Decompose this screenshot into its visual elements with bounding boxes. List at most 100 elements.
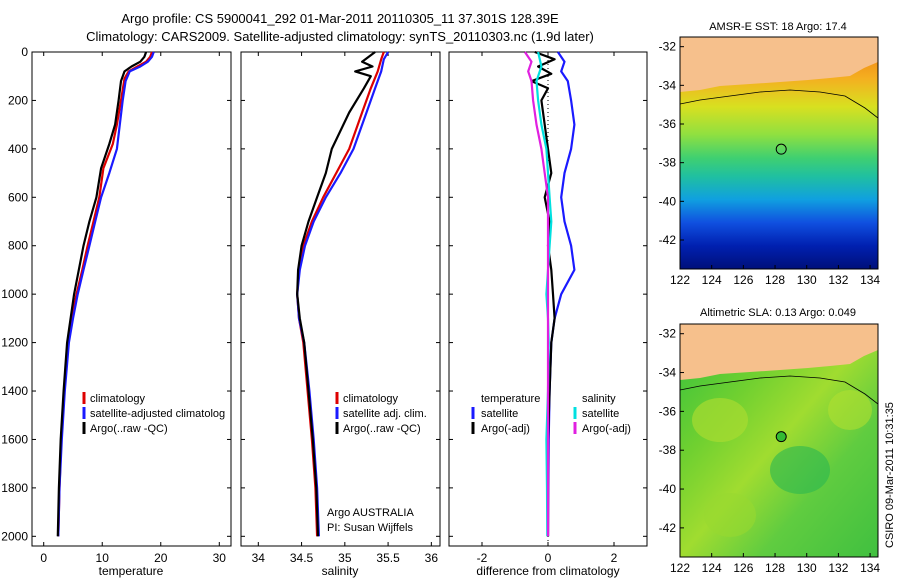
x-tick-label: 10: [96, 551, 110, 565]
map-y-tick-label: -38: [659, 443, 677, 457]
map-y-tick-label: -40: [659, 194, 677, 208]
temperature-xlabel: temperature: [99, 564, 164, 578]
map-x-tick-label: 132: [828, 561, 848, 575]
y-tick-label: 200: [8, 93, 28, 107]
map-x-tick-label: 132: [828, 273, 848, 287]
temperature-y-ticks: 0 200 400 600 800 1000 1200 1400 1600 1800 2000: [1, 45, 231, 543]
sla-isobath: [680, 375, 878, 405]
salinity-axes: [240, 51, 441, 547]
sst-argo-marker: [775, 143, 787, 155]
sla-y-ticks: -32 -34 -36 -38 -40 -42: [659, 327, 684, 535]
x-tick-label: 34: [252, 551, 266, 565]
y-tick-label: 1400: [1, 384, 28, 398]
float-owner: Argo AUSTRALIA: [327, 507, 414, 519]
x-tick-label: 2: [611, 551, 618, 565]
series-line: [56, 51, 148, 537]
series-line: [296, 51, 376, 537]
map-y-tick-label: -40: [659, 482, 677, 496]
difference-panel: -2 0 2 difference from climatology tempera…: [448, 50, 648, 578]
sal-legend-label-satellite: satellite adj. clim.: [343, 408, 427, 420]
map-x-tick-label: 124: [702, 561, 722, 575]
sst-land: [680, 37, 878, 92]
temperature-legend: climatology satellite-adjusted climatolo…: [82, 392, 225, 435]
difference-legend-salinity: salinity satellite Argo(-adj): [573, 393, 631, 435]
y-tick-label: 2000: [1, 529, 28, 543]
temperature-x-ticks: 0 10 20 30: [40, 52, 226, 565]
x-tick-label: 0: [40, 551, 47, 565]
difference-y-ticks: [449, 51, 647, 537]
header-line1: Argo profile: CS 5900041_292 01-Mar-2011…: [121, 11, 559, 26]
sla-eddy: [704, 493, 756, 537]
x-tick-label: 30: [213, 551, 227, 565]
y-tick-label: 1600: [1, 432, 28, 446]
x-tick-label: 35.5: [376, 551, 400, 565]
diff-legend-label-targo: Argo(-adj): [481, 423, 530, 435]
map-x-tick-label: 130: [797, 273, 817, 287]
map-y-tick-label: -36: [659, 404, 677, 418]
difference-xlabel: difference from climatology: [476, 564, 619, 578]
map-y-tick-label: -42: [659, 233, 677, 247]
salinity-panel: 34 34.5 35 35.5 36 salinity climatology sate…: [240, 51, 441, 578]
map-x-tick-label: 124: [702, 273, 722, 287]
map-x-tick-label: 122: [670, 273, 690, 287]
y-tick-label: 0: [21, 45, 28, 59]
sst-map: AMSR-E SST: 18 Argo: 17.4 122 124 126 128 13…: [659, 21, 881, 287]
y-tick-label: 400: [8, 142, 28, 156]
map-x-tick-label: 128: [765, 561, 785, 575]
diff-legend-label-tsat: satellite: [481, 408, 518, 420]
sla-land: [680, 324, 878, 380]
series-line: [530, 50, 556, 537]
difference-series: [523, 50, 576, 537]
salinity-series: [296, 51, 390, 537]
series-line: [57, 51, 155, 537]
map-y-tick-label: -42: [659, 521, 677, 535]
sst-isobath: [680, 89, 878, 119]
diff-legend-temperature-title: temperature: [481, 393, 540, 405]
map-y-tick-label: -32: [659, 40, 677, 54]
x-tick-label: 35: [338, 551, 352, 565]
diff-legend-salinity-title: salinity: [582, 393, 616, 405]
salinity-legend: climatology satellite adj. clim. Argo(..…: [335, 392, 427, 435]
series-line: [523, 51, 550, 537]
difference-x-ticks: -2 0 2: [477, 52, 618, 565]
salinity-x-ticks: 34 34.5 35 35.5 36: [252, 52, 439, 565]
sla-map-title: Altimetric SLA: 0.13 Argo: 0.049: [700, 307, 856, 319]
header-line2: Climatology: CARS2009. Satellite-adjuste…: [86, 29, 594, 44]
map-y-tick-label: -38: [659, 156, 677, 170]
sal-legend-label-argo: Argo(..raw -QC): [343, 423, 421, 435]
map-x-tick-label: 126: [733, 273, 753, 287]
y-tick-label: 1000: [1, 287, 28, 301]
temperature-axes: [31, 51, 232, 547]
x-tick-label: 0: [545, 551, 552, 565]
sla-eddy: [828, 390, 872, 430]
x-tick-label: 20: [154, 551, 168, 565]
temperature-panel: 0 200 400 600 800 1000 1200 1400 1600 1800 2000 0 1…: [1, 45, 232, 578]
salinity-xlabel: salinity: [322, 564, 359, 578]
y-tick-label: 1800: [1, 481, 28, 495]
temperature-series: [56, 51, 155, 537]
sal-legend-label-climatology: climatology: [343, 393, 399, 405]
y-tick-label: 800: [8, 239, 28, 253]
x-tick-label: 36: [425, 551, 439, 565]
map-y-tick-label: -34: [659, 78, 677, 92]
diff-legend-label-ssat: satellite: [582, 408, 619, 420]
sla-map: Altimetric SLA: 0.13 Argo: 0.049 122 124 1…: [659, 307, 881, 575]
map-x-tick-label: 122: [670, 561, 690, 575]
x-tick-label: 34.5: [290, 551, 314, 565]
difference-legend-temperature: temperature satellite Argo(-adj): [471, 393, 540, 435]
sla-eddy: [692, 398, 748, 442]
legend-label-argo: Argo(..raw -QC): [90, 423, 168, 435]
sla-map-frame: [679, 323, 879, 558]
legend-label-climatology: climatology: [90, 393, 146, 405]
map-x-tick-label: 134: [860, 561, 880, 575]
map-x-tick-label: 134: [860, 273, 880, 287]
map-x-tick-label: 126: [733, 561, 753, 575]
legend-label-satellite: satellite-adjusted climatolog: [90, 408, 225, 420]
map-y-tick-label: -36: [659, 117, 677, 131]
float-pi: PI: Susan Wijffels: [327, 522, 413, 534]
sla-x-ticks: 122 124 126 128 130 132 134: [670, 553, 880, 575]
csiro-stamp: CSIRO 09-Mar-2011 10:31:35: [884, 402, 896, 548]
sla-argo-marker: [775, 431, 787, 443]
map-y-tick-label: -32: [659, 327, 677, 341]
